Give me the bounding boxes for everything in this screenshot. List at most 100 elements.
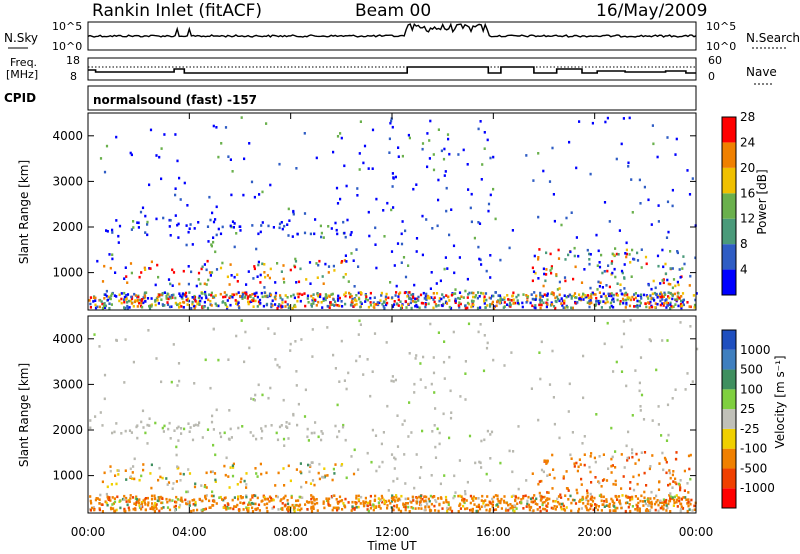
scatter-cell [387, 296, 390, 300]
scatter-cell [577, 509, 580, 513]
scatter-cell [472, 499, 475, 502]
scatter-cell [423, 297, 426, 300]
scatter-cell [674, 457, 678, 461]
scatter-cell [522, 496, 525, 500]
scatter-cell [690, 498, 693, 502]
scatter-cell [545, 509, 548, 512]
scatter-cell [623, 466, 626, 469]
scatter-cell [590, 481, 593, 484]
scatter-cell [210, 291, 213, 295]
scatter-cell [612, 253, 615, 257]
scatter-cell [424, 303, 427, 306]
scatter-cell [431, 227, 434, 230]
scatter-cell [408, 291, 411, 294]
scatter-cell [91, 506, 94, 510]
scatter-cell [679, 508, 683, 511]
scatter-cell [194, 482, 197, 486]
scatter-cell [184, 294, 187, 297]
scatter-cell [209, 299, 212, 303]
scatter-cell [669, 301, 672, 305]
scatter-cell [392, 176, 395, 179]
scatter-cell [204, 484, 207, 487]
scatter-cell [546, 292, 549, 296]
scatter-cell [244, 330, 247, 334]
scatter-cell [450, 509, 454, 513]
scatter-cell [208, 293, 211, 296]
scatter-cell [206, 259, 209, 263]
scatter-cell [178, 379, 181, 383]
scatter-cell [517, 425, 520, 428]
scatter-cell [107, 295, 110, 299]
scatter-cell [521, 301, 524, 305]
scatter-cell [212, 236, 215, 239]
scatter-cell [678, 482, 681, 486]
scatter-cell [360, 292, 363, 295]
scatter-cell [448, 233, 451, 237]
scatter-cell [433, 296, 436, 299]
scatter-cell [290, 496, 293, 499]
scatter-cell [598, 265, 602, 269]
scatter-cell [412, 499, 415, 502]
scatter-cell [321, 475, 324, 479]
scatter-cell [582, 396, 585, 400]
scatter-cell [149, 128, 153, 132]
scatter-cell [500, 507, 503, 510]
colorbar-segment [722, 244, 736, 270]
scatter-cell [203, 508, 206, 511]
scatter-cell [658, 480, 661, 484]
scatter-cell [137, 226, 140, 229]
scatter-cell [673, 292, 676, 296]
scatter-cell [596, 288, 599, 291]
scatter-cell [526, 502, 529, 506]
scatter-cell [470, 508, 473, 512]
scatter-cell [644, 255, 648, 259]
scatter-cell [117, 469, 120, 472]
scatter-cell [612, 370, 615, 373]
scatter-cell [301, 293, 304, 296]
scatter-cell [137, 221, 140, 225]
scatter-cell [418, 306, 421, 310]
scatter-cell [253, 265, 256, 268]
scatter-cell [612, 482, 615, 486]
scatter-cell [605, 284, 608, 287]
scatter-cell [140, 474, 143, 478]
scatter-cell [344, 302, 347, 306]
scatter-cell [665, 298, 668, 301]
scatter-cell [182, 306, 185, 309]
scatter-cell [457, 153, 460, 156]
scatter-cell [315, 262, 318, 265]
scatter-cell [563, 302, 566, 305]
scatter-cell [282, 467, 285, 470]
scatter-cell [197, 221, 200, 224]
scatter-cell [317, 300, 320, 304]
scatter-cell [425, 218, 428, 221]
scatter-cell [200, 267, 203, 271]
scatter-cell [277, 471, 280, 475]
scatter-cell [647, 297, 650, 300]
scatter-cell [340, 499, 344, 502]
scatter-cell [686, 169, 689, 172]
scatter-cell [600, 295, 603, 298]
scatter-cell [385, 500, 388, 504]
scatter-cell [627, 297, 630, 301]
scatter-cell [337, 500, 340, 504]
scatter-cell [226, 299, 229, 302]
scatter-cell [656, 155, 659, 159]
scatter-cell [585, 496, 588, 499]
scatter-cell [494, 508, 498, 511]
scatter-cell [124, 429, 127, 433]
scatter-cell [297, 504, 300, 508]
scatter-cell [512, 506, 515, 509]
scatter-cell [322, 500, 325, 503]
scatter-cell [503, 495, 506, 498]
scatter-cell [534, 298, 537, 301]
scatter-cell [338, 296, 341, 300]
scatter-cell [427, 497, 430, 501]
scatter-cell [539, 494, 542, 498]
scatter-cell [542, 301, 545, 305]
scatter-cell [499, 461, 502, 465]
scatter-cell [599, 300, 602, 303]
scatter-cell [594, 506, 597, 509]
scatter-cell [442, 360, 446, 364]
